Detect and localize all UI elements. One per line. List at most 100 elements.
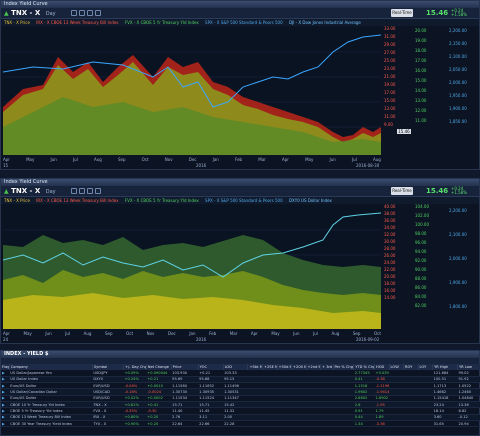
table-cell: 2.6602 bbox=[353, 395, 375, 403]
column-header[interactable]: ROY bbox=[403, 364, 419, 370]
realtime-button[interactable]: Real-Time bbox=[391, 9, 413, 17]
column-header[interactable]: Per % Chg bbox=[333, 364, 355, 370]
table-cell bbox=[277, 414, 292, 421]
flag-icon[interactable]: ▶ bbox=[2, 396, 5, 401]
column-header[interactable]: LOW bbox=[389, 364, 405, 370]
table-cell bbox=[277, 370, 292, 377]
column-header[interactable]: Symbol bbox=[92, 364, 124, 370]
legend-item[interactable]: DJI - X Dow Jones Industrial Average bbox=[288, 20, 361, 25]
table-cell bbox=[306, 420, 321, 428]
legend-item[interactable]: FVX - X CBOE 5 Yr Treasury Yld Index bbox=[124, 198, 199, 203]
column-header[interactable]: HOD bbox=[374, 364, 390, 370]
table-cell: TYX - X bbox=[92, 420, 124, 428]
column-header[interactable]: Flag bbox=[1, 364, 10, 370]
corner-date: 2016-08-30 bbox=[356, 163, 380, 168]
flag-icon[interactable]: ▶ bbox=[2, 383, 5, 388]
table-cell bbox=[262, 382, 277, 390]
table-row[interactable]: ▶ CBOE 5 Yr Treasury Yld Index FVX - X -0.3… bbox=[1, 407, 480, 415]
table-cell bbox=[333, 376, 354, 384]
flag-icon[interactable]: ▶ bbox=[2, 377, 5, 382]
symbol-selector[interactable]: ▲ TNX - X Day bbox=[4, 9, 56, 18]
table-cell: ▶ bbox=[1, 401, 10, 409]
legend-item[interactable]: SPX - X S&P 500 Standard & Poors 500 bbox=[205, 20, 283, 25]
column-header[interactable]: Net Change bbox=[146, 364, 172, 370]
table-cell bbox=[291, 382, 307, 390]
flag-icon[interactable]: ▶ bbox=[2, 415, 5, 420]
table-row[interactable]: ▶ Euro/US Dollar EUR/USD -0.06% +0.0010 1.115… bbox=[1, 382, 480, 390]
table-cell bbox=[403, 414, 419, 421]
period-selector[interactable]: Day bbox=[45, 189, 56, 195]
column-header[interactable]: +200 MA bbox=[291, 364, 307, 370]
price-chart-2[interactable] bbox=[3, 205, 381, 329]
period-selector[interactable]: Day bbox=[45, 11, 56, 17]
table-cell bbox=[247, 407, 263, 415]
table-row[interactable]: ▶ CBOE 13 Week Treasury Bill Index IRX - X… bbox=[1, 414, 480, 421]
last-price: 15.46 bbox=[426, 9, 449, 17]
column-header[interactable]: Price bbox=[171, 364, 199, 370]
table-row[interactable]: ▶ US Dollar/Canadian Dollar USD/CAD -0.18% -… bbox=[1, 388, 480, 396]
column-header[interactable]: + 3rd bbox=[320, 364, 334, 370]
column-header[interactable]: Company bbox=[9, 364, 93, 370]
table-cell: ▶ bbox=[1, 382, 10, 390]
column-header[interactable]: LOD bbox=[223, 364, 249, 370]
table-cell bbox=[247, 382, 263, 390]
column-header[interactable]: +/- Day Chg bbox=[123, 364, 147, 370]
legend-item[interactable]: TNX - X Price bbox=[4, 198, 30, 203]
table-cell bbox=[306, 401, 321, 409]
green-axis-2: 104.00 102.00 100.00 98.00 96.00 94.00 92.00 90… bbox=[415, 204, 429, 308]
table-row[interactable]: ▶ CBOE 30 Year Treasury Yield Index TYX - … bbox=[1, 420, 480, 428]
chart-window-2: Index Yield Curve ▲ TNX - X Day Real-Tim… bbox=[0, 178, 480, 344]
table-cell bbox=[389, 376, 404, 384]
symbol-selector[interactable]: ▲ TNX - X Day bbox=[4, 187, 56, 196]
column-header[interactable]: LOY bbox=[418, 364, 434, 370]
table-cell: 1.11524 bbox=[198, 395, 224, 403]
column-header[interactable]: +2SE MA bbox=[262, 364, 278, 370]
flag-icon[interactable]: ▶ bbox=[2, 421, 5, 426]
column-header[interactable]: YR High bbox=[432, 364, 458, 370]
zoom-icon[interactable] bbox=[79, 188, 85, 194]
price-chart-1[interactable] bbox=[3, 27, 381, 155]
draw-icon[interactable] bbox=[87, 10, 93, 16]
chart-window-1: Index Yield Curve ▲ TNX - X Day Real-Tim… bbox=[0, 0, 480, 170]
legend-item[interactable]: FVX - X CBOE 5 Yr Treasury Yld Index bbox=[124, 20, 199, 25]
column-header[interactable]: +50d MA bbox=[277, 364, 292, 370]
study-icon[interactable] bbox=[95, 188, 101, 194]
legend-item[interactable]: SPX - X S&P 500 Standard & Poors 500 bbox=[205, 198, 283, 203]
table-cell bbox=[277, 388, 292, 396]
legend-item[interactable]: IRX - X CBOE 13 Week Treasury Bill Index bbox=[36, 198, 119, 203]
table-row[interactable]: ▶ US Dollar Index DXY0 +0.24% +0.21 95.69 95.6… bbox=[1, 376, 480, 384]
flag-icon[interactable]: ▶ bbox=[2, 390, 5, 395]
table-cell bbox=[333, 401, 354, 409]
table-cell: 1.79 bbox=[374, 407, 390, 415]
column-header[interactable]: YTD % Chg bbox=[353, 364, 375, 370]
column-header[interactable]: +Std MA bbox=[247, 364, 263, 370]
table-row[interactable]: ▶ US Dollar/Japanese Yen USD/JPY +0.09% +0.0… bbox=[1, 370, 480, 377]
flag-icon[interactable]: ▶ bbox=[2, 402, 5, 407]
table-cell: 23.24 bbox=[432, 401, 458, 409]
table-cell bbox=[277, 420, 292, 428]
column-header[interactable]: +2nd MA bbox=[306, 364, 322, 370]
flag-icon[interactable]: ▶ bbox=[2, 408, 5, 413]
table-cell: 1.6902 bbox=[374, 395, 390, 403]
table-cell bbox=[247, 401, 263, 409]
crosshair-icon[interactable] bbox=[71, 188, 77, 194]
net-change: +0.24 bbox=[451, 8, 464, 13]
table-cell bbox=[306, 395, 321, 403]
zoom-icon[interactable] bbox=[79, 10, 85, 16]
legend-item[interactable]: DXY0 US Dollar Index bbox=[288, 198, 332, 203]
table-cell: ▶ bbox=[1, 414, 10, 421]
crosshair-icon[interactable] bbox=[71, 10, 77, 16]
draw-icon[interactable] bbox=[87, 188, 93, 194]
x-axis-2: Apr May Jun Jul Aug Sep Oct Nov Dec Jan Feb Mar Apr M… bbox=[3, 331, 381, 336]
study-icon[interactable] bbox=[95, 10, 101, 16]
table-cell: +0.41 bbox=[146, 401, 172, 409]
table-cell: +0.21 bbox=[146, 376, 172, 384]
chart-tools bbox=[71, 188, 101, 194]
flag-icon[interactable]: ▶ bbox=[2, 370, 5, 375]
table-row[interactable]: ▶ Euro/US Dollar EUR/USD +0.02% +0.0002 1.115… bbox=[1, 395, 480, 403]
legend-item[interactable]: TNX - X Price bbox=[4, 20, 30, 25]
legend-item[interactable]: IRX - X CBOE 13 Week Treasury Bill Index bbox=[36, 20, 119, 25]
realtime-button[interactable]: Real-Time bbox=[391, 187, 413, 195]
column-header[interactable]: YOC bbox=[198, 364, 224, 370]
table-row[interactable]: ▶ CBOE 10 Yr Treasury Yld Index TNX - X +0.… bbox=[1, 401, 480, 409]
